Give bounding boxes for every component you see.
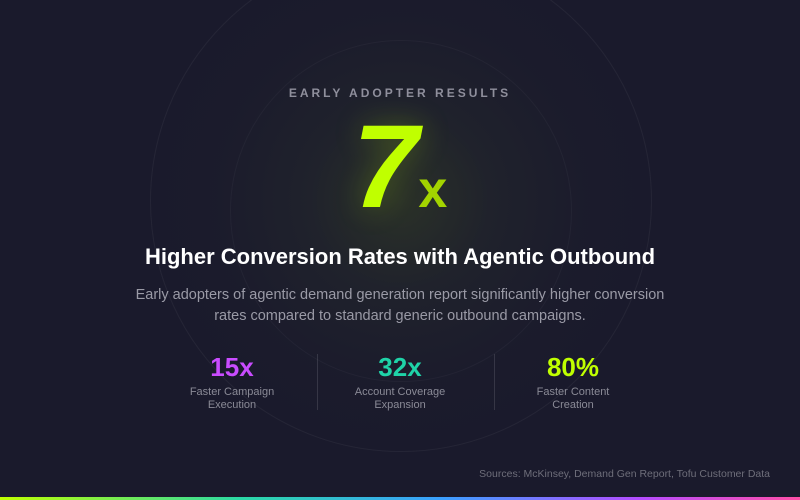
stat-label: Account Coverage Expansion: [354, 386, 446, 411]
stat-content-creation: 80% Faster Content Creation: [488, 352, 658, 412]
hero-metric-number: 7: [352, 101, 419, 233]
eyebrow-label: EARLY ADOPTER RESULTS: [288, 86, 512, 100]
stat-label: Faster Content Creation: [536, 386, 610, 411]
stat-value: 15x: [210, 352, 254, 382]
stat-value: 80%: [546, 352, 600, 382]
hero-metric-suffix: x: [418, 161, 448, 219]
stat-divider: [317, 354, 318, 410]
stat-divider: [494, 354, 495, 410]
stat-value: 32x: [378, 352, 422, 382]
stat-label: Faster Campaign Execution: [189, 386, 275, 411]
gradient-accent-bar: [0, 497, 800, 500]
stats-row: 15x Faster Campaign Execution 32x Accoun…: [147, 352, 653, 414]
hero-metric: 7x: [0, 108, 800, 226]
description: Early adopters of agentic demand generat…: [135, 287, 665, 324]
sources-footnote: Sources: McKinsey, Demand Gen Report, To…: [479, 468, 770, 480]
stat-campaign-execution: 15x Faster Campaign Execution: [147, 352, 317, 412]
headline: Higher Conversion Rates with Agentic Out…: [144, 244, 656, 269]
stat-account-coverage: 32x Account Coverage Expansion: [315, 352, 485, 412]
